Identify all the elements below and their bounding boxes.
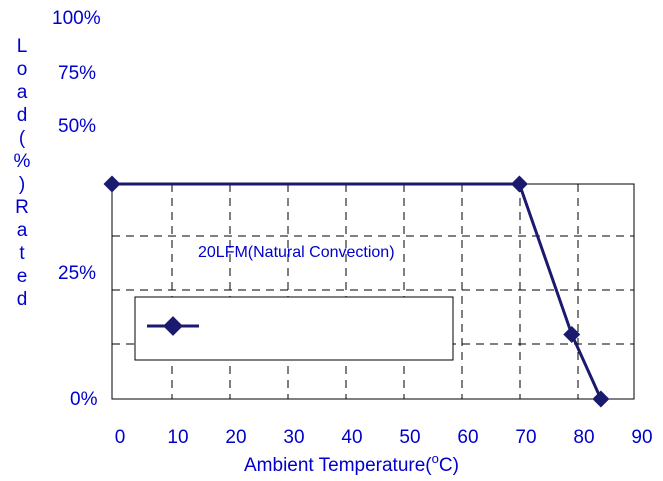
y-tick-label: 100% xyxy=(52,8,101,29)
series-derating xyxy=(103,175,610,408)
x-tick-label: 40 xyxy=(341,427,362,448)
y-axis-label-char: d xyxy=(17,289,28,310)
x-tick-label: 60 xyxy=(457,427,478,448)
series-line xyxy=(112,182,603,400)
x-tick-label: 80 xyxy=(573,427,594,448)
y-axis-label-char: a xyxy=(17,82,28,103)
legend xyxy=(134,296,454,361)
y-tick-label: 0% xyxy=(70,389,98,410)
data-point-marker xyxy=(563,326,581,343)
legend-marker-swatch xyxy=(163,316,183,336)
x-axis-title-end: C) xyxy=(439,455,459,476)
y-axis-label-char: e xyxy=(17,266,28,287)
x-tick-label: 0 xyxy=(115,427,126,448)
x-tick-label: 70 xyxy=(515,427,536,448)
y-axis-label-char: R xyxy=(15,197,29,218)
x-tick-label: 10 xyxy=(167,427,188,448)
legend-box xyxy=(134,296,454,361)
y-axis-label-char: L xyxy=(17,36,28,57)
y-axis-label-char: d xyxy=(17,105,28,126)
y-axis-label-char: ( xyxy=(19,128,26,149)
y-tick-label: 25% xyxy=(58,263,96,284)
y-tick-labels: 100% 75% 50% 25% 0% xyxy=(52,8,101,410)
x-tick-labels: 0 10 20 30 40 50 60 70 80 90 xyxy=(115,427,653,448)
data-point-marker xyxy=(592,390,610,408)
x-tick-label: 50 xyxy=(399,427,420,448)
data-point-marker xyxy=(103,175,121,193)
y-axis-label-char: ) xyxy=(19,174,25,195)
y-axis-label-char: o xyxy=(17,59,28,80)
y-tick-label: 75% xyxy=(58,63,96,84)
y-axis-label-char: t xyxy=(19,243,25,264)
x-axis-title-main: Ambient Temperature( xyxy=(244,455,432,476)
x-axis-title: Ambient Temperature(oC) xyxy=(244,451,459,476)
y-axis-label-char: % xyxy=(14,151,31,172)
x-axis-title-superscript: o xyxy=(432,451,439,466)
x-tick-label: 20 xyxy=(225,427,246,448)
y-tick-label: 50% xyxy=(58,116,96,137)
x-tick-label: 30 xyxy=(283,427,304,448)
y-axis-label-char: a xyxy=(17,220,28,241)
annotation-natural-convection: 20LFM(Natural Convection) xyxy=(198,244,395,261)
data-point-marker xyxy=(510,175,528,193)
x-tick-label: 90 xyxy=(631,427,652,448)
